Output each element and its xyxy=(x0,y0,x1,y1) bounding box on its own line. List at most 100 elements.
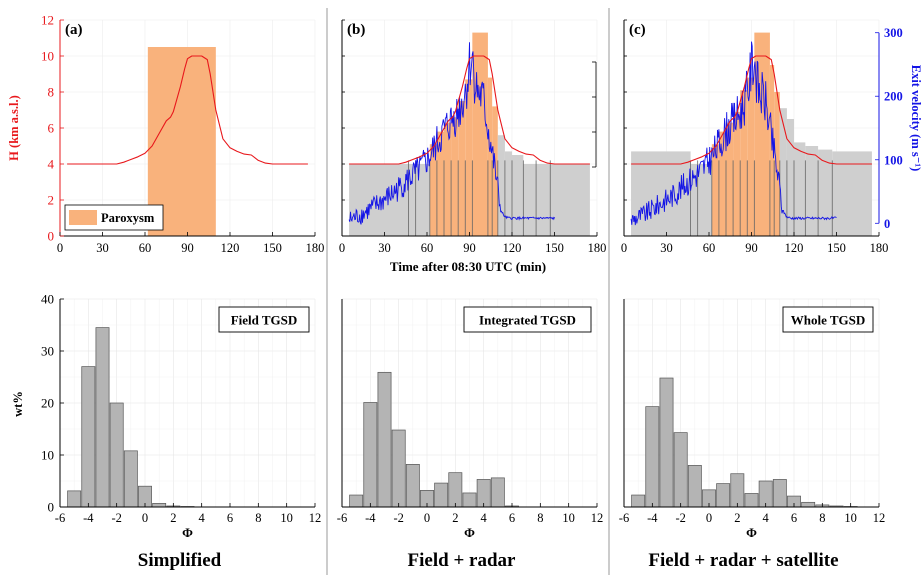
x-tick-label: 2 xyxy=(170,511,176,525)
histogram-bar xyxy=(730,473,745,508)
histogram-bar xyxy=(434,482,449,508)
phase-bar xyxy=(779,108,787,236)
x-tick-label: 0 xyxy=(706,511,712,525)
x-tick-label: -4 xyxy=(647,511,658,525)
x-tick-label: 0 xyxy=(621,241,627,255)
histogram-bar xyxy=(123,450,138,508)
histogram-bar xyxy=(462,492,477,508)
x-tick-label: 180 xyxy=(870,241,889,255)
x-tick-label: -4 xyxy=(365,511,376,525)
panel-letter: (a) xyxy=(65,22,83,38)
tgsd-label-box xyxy=(463,306,592,333)
histogram-bar xyxy=(405,464,420,508)
panel-b-right-axis xyxy=(592,61,597,168)
histogram-bar xyxy=(645,406,660,508)
paroxysm-phase-bar xyxy=(429,144,437,236)
x-tick-label: 90 xyxy=(181,241,194,255)
x-tick-label: 0 xyxy=(57,241,63,255)
x-tick-label: 6 xyxy=(791,511,797,525)
y-tick-label: 20 xyxy=(41,396,54,411)
x-tick-label: 30 xyxy=(660,241,673,255)
velocity-axis-label: Exit velocity (m s⁻¹) xyxy=(909,65,922,172)
wt-axis-label: wt% xyxy=(11,391,25,417)
velocity-tick-label: 200 xyxy=(884,90,903,104)
velocity-tick-label: 0 xyxy=(884,217,890,231)
x-tick-label: 10 xyxy=(844,511,857,525)
histogram-bar xyxy=(772,479,787,508)
y-tick-label: 4 xyxy=(48,157,55,172)
histogram-whole-tgsd: -6 -4 -2 0 2 4 6 8 10 12 Φ Whole TGSD xyxy=(619,298,886,540)
x-tick-label: -6 xyxy=(55,511,65,525)
x-tick-label: 90 xyxy=(463,241,476,255)
x-tick-label: 4 xyxy=(763,511,770,525)
velocity-tick-label: 300 xyxy=(884,26,903,40)
y-tick-label: 40 xyxy=(41,292,54,307)
x-tick-label: 120 xyxy=(503,241,522,255)
paroxysm-phase-bar xyxy=(774,92,780,236)
x-tick-label: 60 xyxy=(421,241,434,255)
histogram-bar xyxy=(490,477,505,508)
phase-bar xyxy=(497,135,505,236)
velocity-line xyxy=(348,42,555,225)
y-tick-label: 8 xyxy=(48,85,55,100)
x-tick-label: 0 xyxy=(142,511,148,525)
x-tick-label: 8 xyxy=(255,511,261,525)
histogram-bar xyxy=(109,402,124,508)
x-tick-label: 8 xyxy=(819,511,825,525)
x-tick-label: 8 xyxy=(537,511,543,525)
y-tick-label: 2 xyxy=(48,193,55,208)
x-tick-label: 120 xyxy=(785,241,804,255)
histogram-bar xyxy=(448,472,463,508)
paroxysm-phase-bar xyxy=(465,79,473,237)
phase-bar xyxy=(512,155,524,236)
paroxysm-phase-bar xyxy=(726,122,734,236)
x-tick-label: 90 xyxy=(745,241,758,255)
histogram-bar xyxy=(673,432,688,508)
x-tick-label: 4 xyxy=(199,511,206,525)
x-tick-label: 30 xyxy=(378,241,391,255)
histogram-bar xyxy=(81,366,96,508)
tgsd-label-box xyxy=(218,306,310,333)
x-tick-label: 12 xyxy=(873,511,886,525)
paroxysm-phase-bar xyxy=(436,131,444,236)
x-tick-label: 12 xyxy=(591,511,604,525)
phase-bar xyxy=(786,119,794,236)
phase-bar xyxy=(805,146,819,236)
velocity-axis: 0 100 200 300 Exit velocity (m s⁻¹) xyxy=(875,26,922,231)
x-tick-label: 150 xyxy=(545,241,564,255)
paroxysm-phase-bar xyxy=(711,144,719,236)
time-axis-label: Time after 08:30 UTC (min) xyxy=(390,259,546,274)
x-tick-label: 30 xyxy=(96,241,109,255)
x-tick-label: 2 xyxy=(452,511,458,525)
paroxysm-phase-bar xyxy=(451,117,459,236)
histogram-bar xyxy=(631,494,646,508)
height-line xyxy=(349,55,590,165)
x-tick-label: 180 xyxy=(306,241,325,255)
histogram-bar xyxy=(67,490,82,508)
histogram-bar xyxy=(95,327,110,508)
x-tick-label: 150 xyxy=(827,241,846,255)
y-tick-label: 6 xyxy=(48,121,55,136)
phi-axis-label: Φ xyxy=(746,525,757,540)
phase-bar xyxy=(818,149,833,236)
paroxysm-phase-bar xyxy=(487,77,493,236)
histogram-bar xyxy=(349,494,364,508)
x-tick-label: 60 xyxy=(703,241,716,255)
x-tick-label: 120 xyxy=(221,241,240,255)
histogram-bar xyxy=(377,371,392,508)
y-tick-label: 0 xyxy=(48,500,55,515)
column-caption: Field + radar xyxy=(408,550,516,571)
x-tick-label: -6 xyxy=(619,511,629,525)
legend-label: Paroxysm xyxy=(101,211,155,225)
height-axis-label: H (km a.s.l.) xyxy=(7,95,21,161)
paroxysm-phase-bar xyxy=(733,111,741,236)
legend: Paroxysm xyxy=(64,204,164,231)
panel-letter: (b) xyxy=(347,22,365,38)
velocity-tick-label: 100 xyxy=(884,153,903,167)
x-tick-label: 0 xyxy=(339,241,345,255)
tgsd-label: Field TGSD xyxy=(231,313,298,328)
panel-c: 0 30 60 90 120 150 180 (c) xyxy=(621,19,889,255)
x-tick-label: -2 xyxy=(111,511,121,525)
histogram-bar xyxy=(659,377,674,508)
x-tick-label: 6 xyxy=(227,511,233,525)
